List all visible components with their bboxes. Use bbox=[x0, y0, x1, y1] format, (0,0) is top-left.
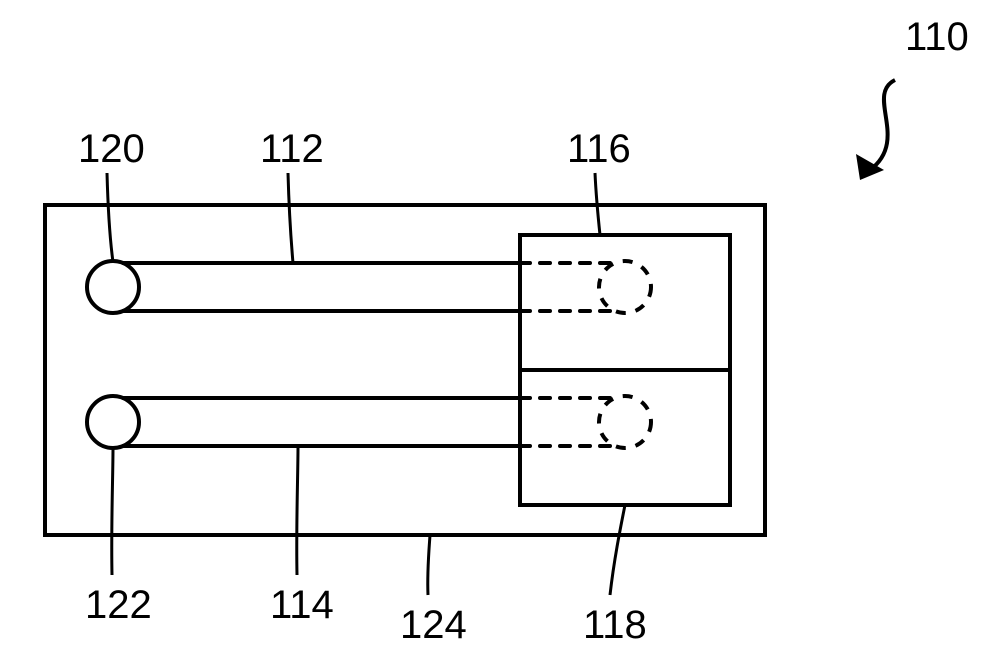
label-110: 110 bbox=[905, 15, 969, 59]
label-112: 112 bbox=[260, 127, 324, 171]
label-120: 120 bbox=[78, 127, 145, 171]
label-124: 124 bbox=[400, 603, 467, 647]
label-114: 114 bbox=[270, 583, 334, 627]
label-118: 118 bbox=[583, 603, 647, 647]
label-122: 122 bbox=[85, 583, 152, 627]
label-116: 116 bbox=[567, 127, 631, 171]
